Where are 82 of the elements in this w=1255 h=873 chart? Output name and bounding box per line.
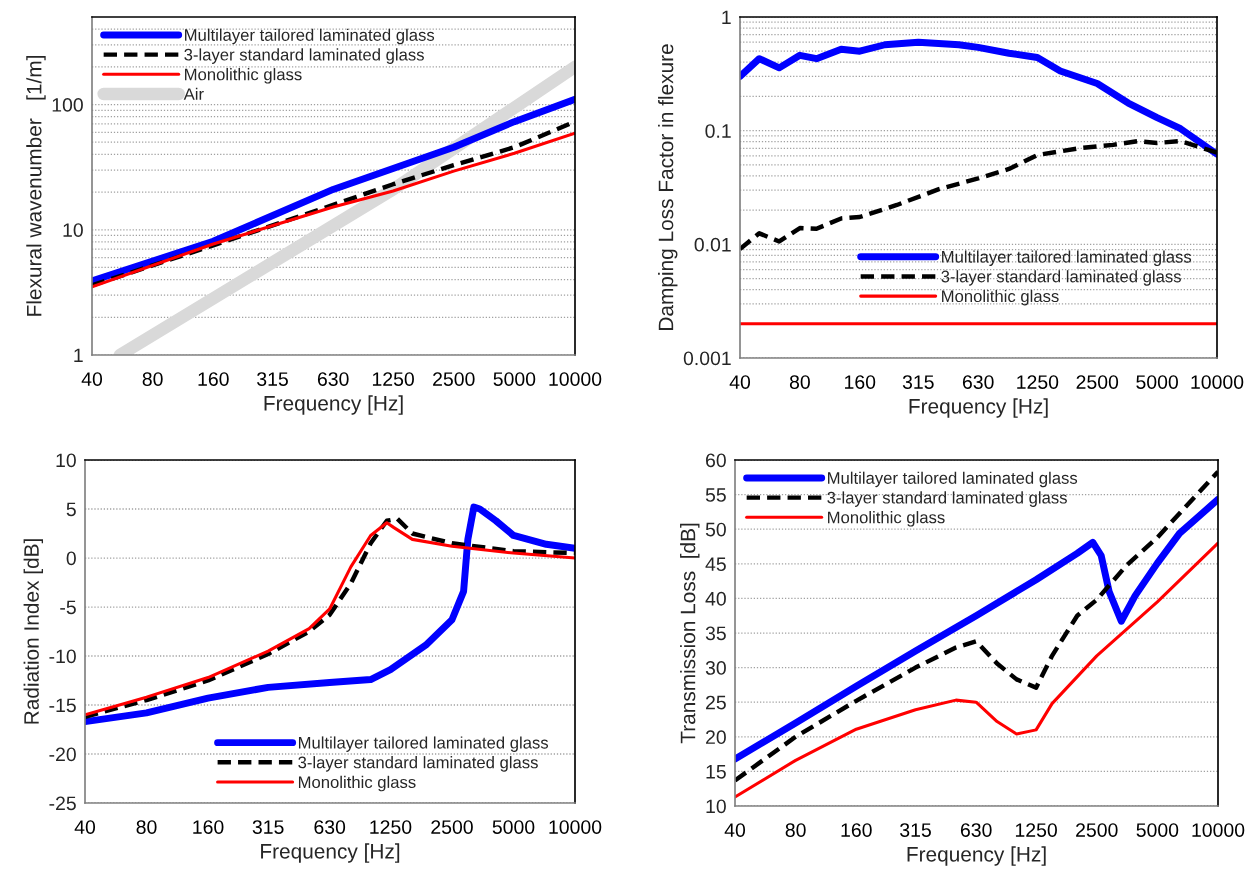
y-tick-label: 5 [66, 502, 76, 517]
x-tick-label: 315 [902, 375, 934, 389]
x-axis-title: Frequency [Hz] [907, 846, 1046, 866]
y-axis-title: Flexural wavenumber [1/m] [26, 56, 46, 316]
x-axis-title: Frequency [Hz] [261, 843, 400, 863]
y-tick-label: 1 [722, 10, 731, 25]
legend-label: Multilayer tailored laminated glass [828, 471, 1078, 488]
x-tick-label: 40 [81, 372, 103, 386]
x-tick-label: 2500 [1076, 375, 1119, 389]
y-tick-label: 50 [705, 522, 726, 537]
x-tick-label: 2500 [431, 820, 473, 834]
legend-label: Multilayer tailored laminated glass [942, 250, 1192, 267]
legend-label: Multilayer tailored laminated glass [298, 736, 549, 752]
x-tick-label: 10000 [549, 372, 602, 386]
y-tick-label: 30 [705, 661, 726, 675]
x-tick-label: 160 [198, 372, 229, 386]
y-tick-label: 0.001 [683, 351, 731, 366]
x-tick-label: 2500 [433, 372, 475, 386]
x-tick-label: 1250 [370, 820, 412, 834]
y-tick-label: 55 [705, 488, 726, 502]
x-tick-label: 80 [789, 375, 810, 389]
x-tick-label: 630 [317, 372, 349, 386]
legend-label: Monolithic glass [185, 68, 302, 84]
x-tick-label: 40 [729, 375, 751, 389]
y-tick-label: 0.1 [705, 124, 731, 138]
y-tick-label: 20 [706, 730, 726, 745]
legend-label: 3-layer standard laminated glass [298, 756, 538, 772]
x-tick-label: 160 [193, 820, 224, 834]
x-tick-label: 5000 [493, 372, 536, 386]
y-tick-label: 40 [705, 591, 726, 606]
x-tick-label: 40 [724, 823, 746, 837]
y-tick-label: 10 [706, 799, 726, 814]
x-tick-label: 315 [257, 372, 288, 386]
x-tick-label: 160 [841, 823, 872, 837]
y-tick-label: 25 [706, 695, 726, 710]
x-tick-label: 315 [900, 823, 931, 837]
y-axis-title: Transmission Loss [dB] [680, 523, 700, 744]
y-tick-label: 60 [706, 453, 726, 468]
x-tick-label: 1250 [1015, 823, 1057, 837]
y-tick-label: -10 [49, 649, 76, 664]
legend-label: Air [183, 87, 204, 100]
x-axis-title: Frequency [Hz] [909, 398, 1048, 418]
x-tick-label: 1250 [1017, 375, 1059, 389]
y-tick-label: -20 [49, 747, 76, 762]
y-tick-label: 10 [63, 223, 83, 237]
x-tick-label: 630 [314, 820, 346, 834]
legend-label: Monolithic glass [942, 289, 1059, 306]
y-tick-label: -15 [49, 698, 76, 713]
legend-label: Multilayer tailored laminated glass [185, 28, 435, 45]
y-tick-label: 0.01 [694, 237, 731, 252]
y-tick-label: -5 [60, 600, 76, 615]
y-tick-label: 15 [706, 765, 726, 779]
x-tick-label: 630 [960, 823, 992, 837]
legend-label: Monolithic glass [298, 775, 416, 792]
x-tick-label: 10000 [549, 820, 602, 834]
y-tick-label: 45 [705, 557, 726, 572]
x-tick-label: 1250 [372, 372, 414, 386]
y-tick-label: 1 [74, 348, 83, 363]
y-tick-label: 10 [56, 453, 76, 468]
x-axis-title: Frequency [Hz] [264, 395, 403, 415]
legend-label: Monolithic glass [828, 511, 945, 527]
y-tick-label: -25 [49, 796, 76, 811]
x-tick-label: 10000 [1192, 823, 1245, 837]
x-tick-label: 80 [785, 823, 806, 837]
legend-label: 3-layer standard laminated glass [827, 491, 1067, 507]
y-axis-title: Radiation Index [dB] [23, 539, 44, 724]
legend-label: 3-layer standard laminated glass [184, 48, 424, 64]
x-tick-label: 315 [252, 820, 284, 834]
y-tick-label: 35 [705, 626, 726, 641]
x-tick-label: 5000 [1136, 823, 1179, 837]
x-tick-label: 2500 [1076, 823, 1118, 837]
x-tick-label: 5000 [492, 820, 535, 834]
y-tick-label: 0 [66, 551, 76, 566]
y-axis-title: Damping Loss Factor in flexure [658, 44, 678, 330]
x-tick-label: 80 [142, 372, 163, 386]
x-tick-label: 160 [845, 375, 876, 389]
x-tick-label: 5000 [1136, 375, 1178, 389]
legend-label: 3-layer standard laminated glass [941, 270, 1181, 286]
x-tick-label: 10000 [1191, 375, 1244, 389]
x-tick-label: 630 [962, 375, 994, 389]
y-tick-label: 100 [52, 98, 83, 112]
x-tick-label: 80 [136, 820, 157, 834]
